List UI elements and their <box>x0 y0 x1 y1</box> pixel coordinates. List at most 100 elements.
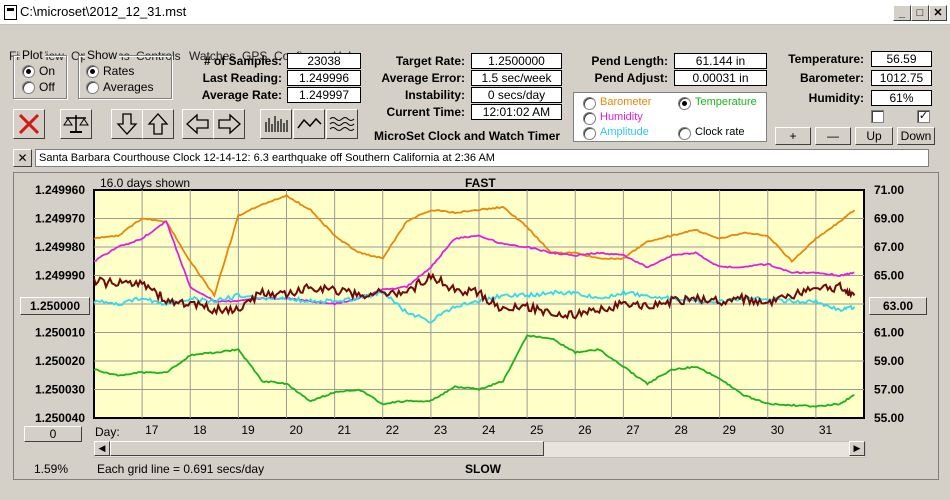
arrow-right-icon <box>218 113 241 135</box>
scroll-thumb[interactable] <box>110 441 544 456</box>
pend-adjust-field: 0.00031 in <box>674 70 767 86</box>
x-tick: 20 <box>290 423 304 437</box>
arrow-down-icon <box>116 113 138 135</box>
pend-adjust-label: Pend Adjust: <box>594 71 668 85</box>
show-rates-radio[interactable] <box>86 65 99 78</box>
balance-button[interactable] <box>60 109 92 139</box>
bars-view-button[interactable] <box>260 109 292 139</box>
temperature-label: Temperature: <box>788 52 864 66</box>
note-close-button[interactable]: ✕ <box>13 149 32 167</box>
humidity-radio[interactable] <box>583 112 596 125</box>
x-tick: 27 <box>626 423 640 437</box>
x-tick: 17 <box>145 423 159 437</box>
barometer-radio[interactable] <box>583 97 596 110</box>
up-button[interactable]: Up <box>855 127 893 145</box>
amplitude-option-label: Amplitude <box>600 126 649 138</box>
x-tick: 22 <box>386 423 400 437</box>
down-arrow-button[interactable] <box>111 109 143 139</box>
y-tick-left: 1.250020 <box>35 354 85 368</box>
y-tick-left: 1.249980 <box>35 240 85 254</box>
amplitude-radio[interactable] <box>583 127 596 140</box>
line-graph-icon <box>297 117 322 129</box>
series-lines <box>93 193 856 408</box>
x-tick: 30 <box>771 423 785 437</box>
up-arrow-button[interactable] <box>142 109 174 139</box>
average-rate-field: 1.249997 <box>287 87 361 103</box>
scroll-left-button[interactable]: ◀ <box>94 441 110 456</box>
target-rate-field[interactable]: 1.2500000 <box>471 53 562 69</box>
show-averages-label: Averages <box>103 80 154 94</box>
menu-gps[interactable]: GPS <box>242 49 268 63</box>
plot-group-label: Plot <box>20 48 45 62</box>
arrow-left-icon <box>186 113 209 135</box>
y-tick-right: 57.00 <box>874 383 904 397</box>
temperature-radio[interactable] <box>678 97 691 110</box>
title-bar: C:\microset\2012_12_31.mst _ □ ✕ <box>0 0 950 25</box>
y-tick-left: 1.250010 <box>35 326 85 340</box>
plot-group: Plot <box>13 48 67 99</box>
plot-off-radio[interactable] <box>22 81 35 94</box>
show-group: Show <box>78 48 172 99</box>
current-time-label: Current Time: <box>386 105 465 119</box>
show-averages-radio[interactable] <box>86 81 99 94</box>
clock-rate-radio[interactable] <box>678 127 691 140</box>
target-rate-label: Target Rate: <box>395 54 465 68</box>
x-tick: 29 <box>723 423 737 437</box>
x-tick: 25 <box>530 423 544 437</box>
slow-label: SLOW <box>465 462 501 476</box>
plot-off-label: Off <box>39 80 55 94</box>
option-checkbox-2[interactable]: ✓ <box>917 110 930 123</box>
stop-button[interactable] <box>13 109 45 139</box>
instability-label: Instability: <box>404 88 465 102</box>
average-rate-label: Average Rate: <box>201 88 282 102</box>
clock-rate-option-label: Clock rate <box>695 126 745 138</box>
center-rate-button[interactable]: 1.250000 <box>20 297 90 315</box>
left-arrow-button[interactable] <box>182 109 214 139</box>
close-icon[interactable]: ✕ <box>929 5 947 21</box>
bar-graph-icon <box>265 116 288 132</box>
plot-on-radio[interactable] <box>22 65 35 78</box>
last-reading-label: Last Reading: <box>202 71 282 85</box>
show-group-label: Show <box>85 48 120 62</box>
amplitude-series-line <box>93 288 856 324</box>
right-arrow-button[interactable] <box>213 109 245 139</box>
y-tick-right: 67.00 <box>874 240 904 254</box>
y-tick-left: 1.249990 <box>35 269 85 283</box>
x-axis: 17 18 19 20 21 22 23 24 25 26 27 28 29 30 31 <box>145 423 832 437</box>
y-tick-right: 61.00 <box>874 326 904 340</box>
wave-view-button[interactable] <box>326 109 358 139</box>
note-text: Santa Barbara Courthouse Clock 12-14-12:… <box>39 152 495 164</box>
x-tick: 24 <box>482 423 496 437</box>
app-icon <box>4 5 17 20</box>
plus-button[interactable]: + <box>775 127 811 145</box>
center-temp-button[interactable]: 63.00 <box>869 297 927 315</box>
window-title: C:\microset\2012_12_31.mst <box>20 4 187 19</box>
barometer-label: Barometer: <box>799 71 864 85</box>
menu-controls[interactable]: Controls <box>136 49 181 63</box>
y-tick-left: 1.249970 <box>35 212 85 226</box>
y-axis-right: 71.00 69.00 67.00 65.00 61.00 59.00 57.00 55.00 <box>874 183 904 425</box>
scroll-right-button[interactable]: ▶ <box>849 441 865 456</box>
last-reading-field: 1.249996 <box>287 70 361 86</box>
percent-label: 1.59% <box>34 462 69 476</box>
pend-length-label: Pend Length: <box>591 54 668 68</box>
option-checkbox-1[interactable] <box>871 110 884 123</box>
temperature-field: 56.59 <box>871 51 932 67</box>
scale-icon <box>63 115 89 133</box>
chart-panel <box>13 172 939 480</box>
down-button[interactable]: Down <box>897 127 935 145</box>
minimize-icon[interactable]: _ <box>893 5 911 21</box>
maximize-icon[interactable]: □ <box>911 5 929 21</box>
samples-field: 23038 <box>287 53 361 69</box>
y-tick-left: 1.250030 <box>35 383 85 397</box>
line-view-button[interactable] <box>293 109 325 139</box>
menu-watches[interactable]: Watches <box>189 49 236 63</box>
y-tick-right: 59.00 <box>874 354 904 368</box>
humidity-label: Humidity: <box>808 91 864 105</box>
x-tick: 28 <box>675 423 689 437</box>
note-field[interactable]: Santa Barbara Courthouse Clock 12-14-12:… <box>35 149 929 167</box>
temperature-series-line <box>93 334 855 408</box>
minus-button[interactable]: — <box>815 127 851 145</box>
y-tick-left: 1.249960 <box>35 183 85 197</box>
left-spin-button[interactable]: 0 <box>24 426 82 442</box>
